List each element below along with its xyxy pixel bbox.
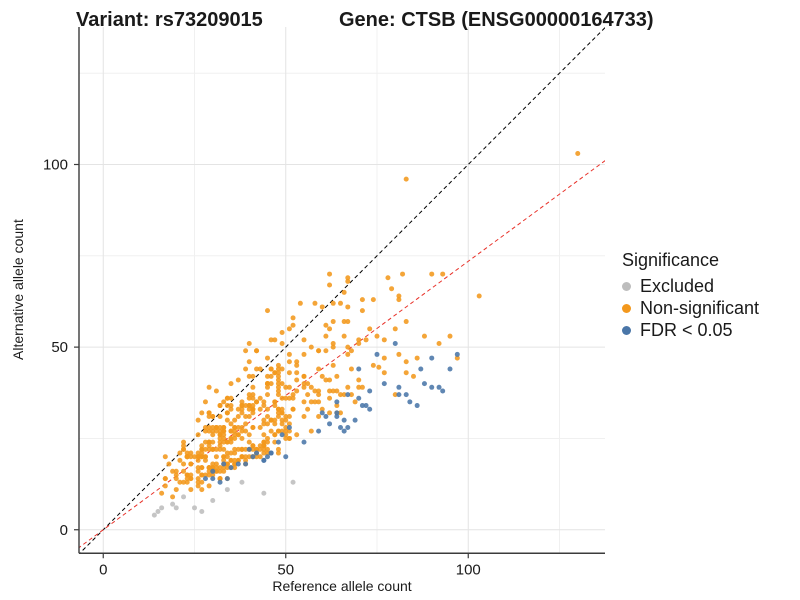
svg-text:100: 100 [456,561,481,578]
svg-text:50: 50 [51,339,68,356]
svg-text:100: 100 [43,157,68,174]
svg-text:0: 0 [60,522,68,539]
svg-text:50: 50 [277,561,294,578]
svg-text:0: 0 [99,561,107,578]
